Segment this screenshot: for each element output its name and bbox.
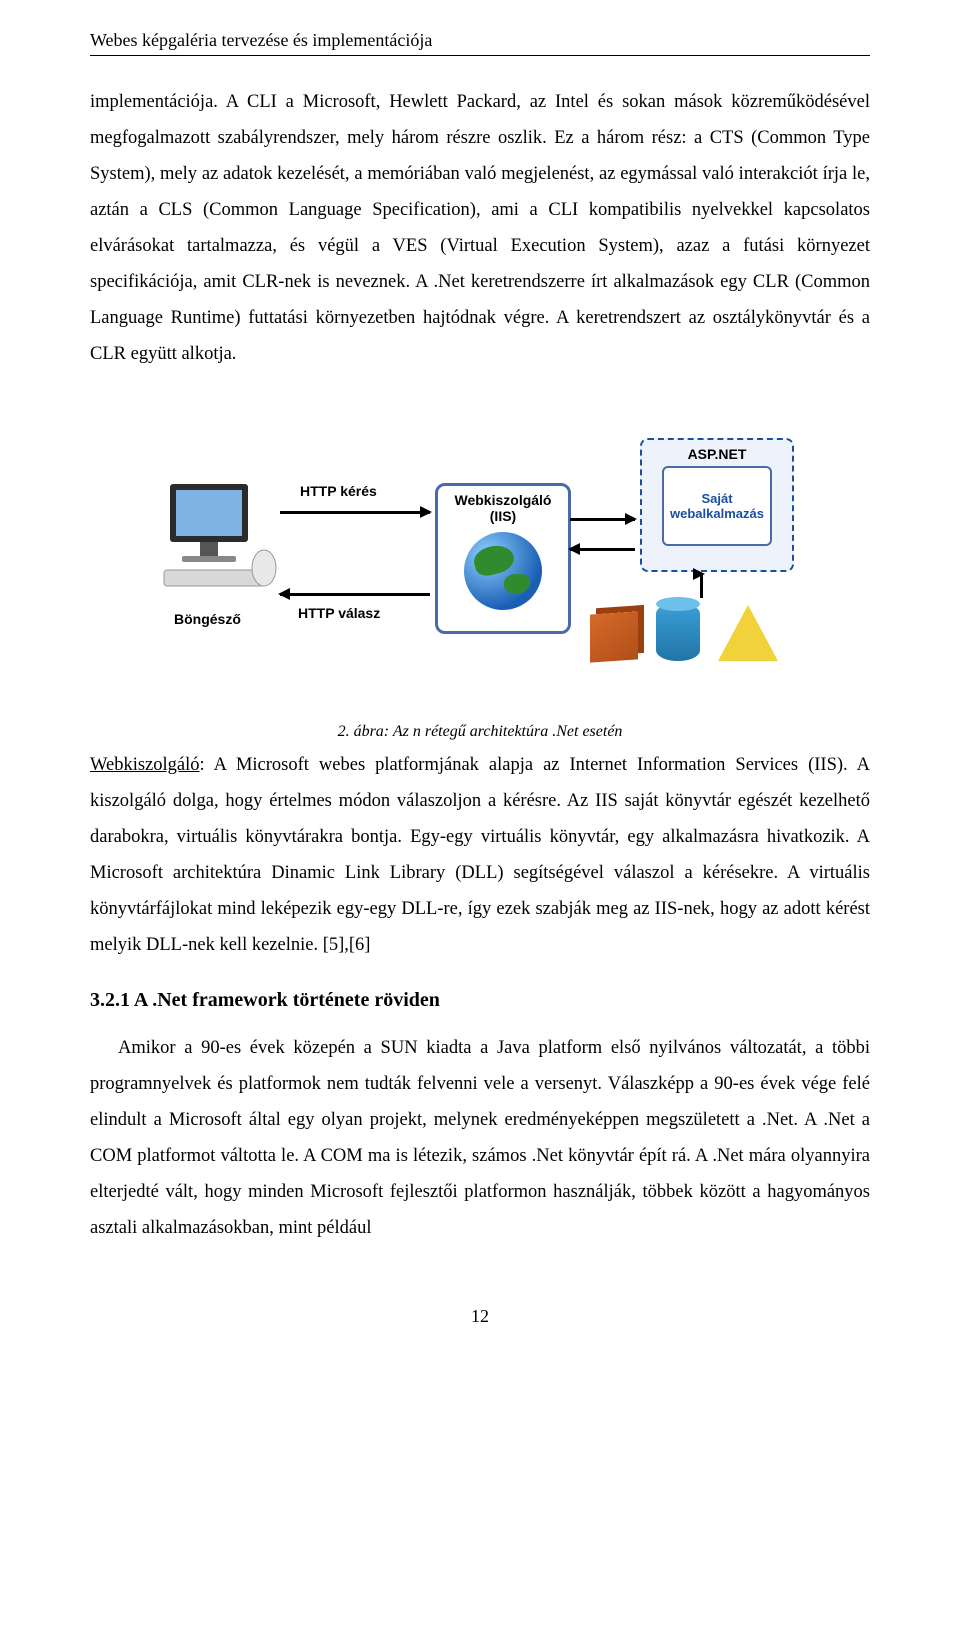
aspnet-box: ASP.NET Saját webalkalmazás [640, 438, 794, 572]
asp-down-arrow [700, 573, 703, 598]
running-title: Webes képgaléria tervezése és implementá… [90, 30, 870, 51]
page-number: 12 [90, 1306, 870, 1327]
server-to-asp-arrow [570, 518, 635, 521]
webserver-box: Webkiszolgáló(IIS) [435, 483, 571, 634]
browser-label: Böngésző [174, 611, 241, 627]
header-rule [90, 55, 870, 56]
webserver-sub: (IIS) [490, 508, 516, 524]
http-response-arrow [280, 593, 430, 596]
paragraph-3: Amikor a 90-es évek közepén a SUN kiadta… [90, 1030, 870, 1246]
asp-to-server-arrow [570, 548, 635, 551]
paragraph-2-rest: : A Microsoft webes platformjának alapja… [90, 755, 870, 955]
webkiszolgalo-lead: Webkiszolgáló [90, 755, 199, 775]
paragraph-2: Webkiszolgáló: A Microsoft webes platfor… [90, 747, 870, 963]
browser-icon [160, 478, 280, 603]
cube-icon [590, 611, 638, 662]
aspnet-title: ASP.NET [642, 446, 792, 462]
aspnet-inner-label: Saját webalkalmazás [662, 466, 772, 546]
webserver-title: Webkiszolgáló [455, 492, 552, 508]
http-request-label: HTTP kérés [300, 483, 377, 499]
globe-icon [464, 532, 542, 610]
cylinder-icon [656, 603, 700, 661]
data-shapes [590, 603, 778, 661]
figure-caption: 2. ábra: Az n rétegű architektúra .Net e… [90, 723, 870, 741]
http-request-arrow [280, 511, 430, 514]
http-response-label: HTTP válasz [298, 605, 380, 621]
paragraph-1: implementációja. A CLI a Microsoft, Hewl… [90, 84, 870, 373]
triangle-icon [718, 605, 778, 661]
architecture-diagram: Böngésző HTTP kérés HTTP válasz Webkiszo… [160, 423, 800, 713]
section-heading: 3.2.1 A .Net framework története röviden [90, 989, 870, 1012]
